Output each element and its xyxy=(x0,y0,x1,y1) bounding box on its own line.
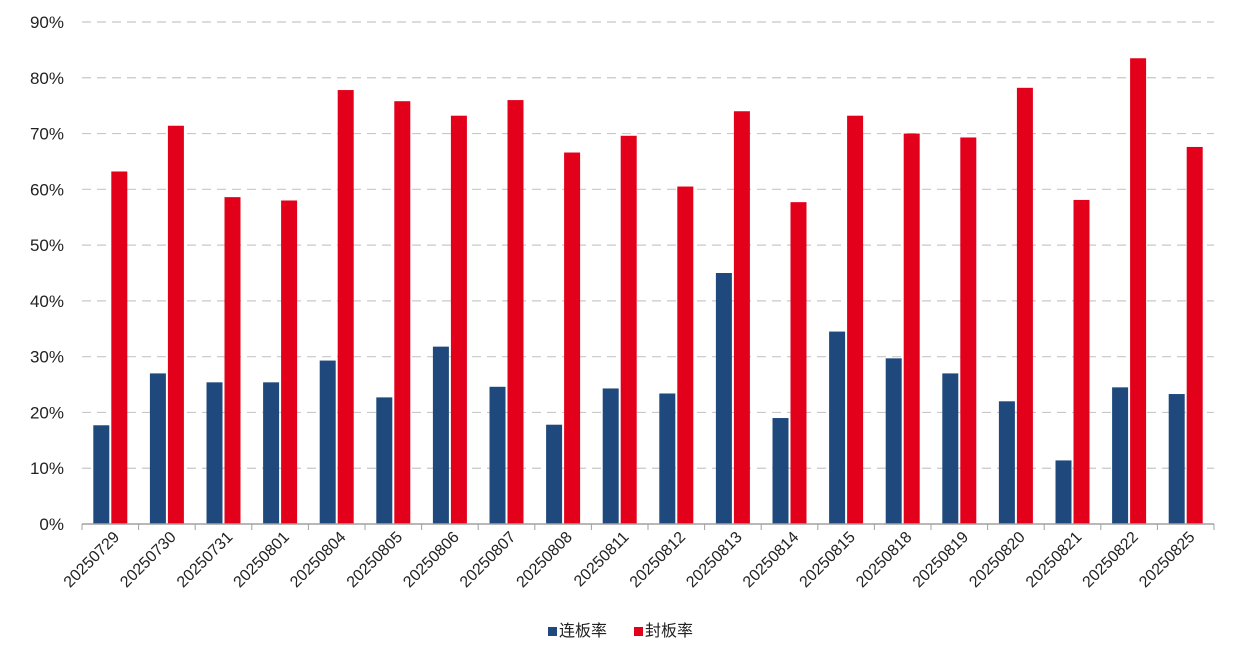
y-tick-label: 80% xyxy=(30,69,64,88)
x-tick-label: 20250820 xyxy=(966,529,1028,591)
bar-series-2 xyxy=(564,152,581,524)
x-tick-label: 20250801 xyxy=(231,529,293,591)
bar-series-2 xyxy=(167,125,184,524)
bar-series-2 xyxy=(281,200,298,524)
x-tick-label: 20250807 xyxy=(457,529,519,591)
y-tick-label: 60% xyxy=(30,180,64,199)
x-tick-label: 20250814 xyxy=(740,529,802,591)
x-tick-label: 20250818 xyxy=(853,529,915,591)
x-tick-label: 20250730 xyxy=(117,529,179,591)
bar-series-1 xyxy=(1112,387,1129,524)
x-tick-label: 20250811 xyxy=(571,529,633,591)
x-tick-label: 20250808 xyxy=(514,529,576,591)
x-tick-label: 20250822 xyxy=(1080,529,1142,591)
bar-series-2 xyxy=(960,137,977,524)
x-tick-label: 20250804 xyxy=(287,529,349,591)
bar-series-2 xyxy=(1186,146,1203,525)
bar-series-2 xyxy=(903,133,920,525)
bar-series-2 xyxy=(394,101,411,525)
bar-series-1 xyxy=(263,382,280,524)
x-tick-label: 20250813 xyxy=(683,529,745,591)
bar-series-1 xyxy=(942,373,959,524)
bar-series-1 xyxy=(998,401,1015,524)
bar-series-1 xyxy=(376,397,393,524)
y-tick-label: 50% xyxy=(30,236,64,255)
x-axis: 2025072920250730202507312025080120250804… xyxy=(61,523,1215,591)
y-tick-label: 30% xyxy=(30,348,64,367)
gridlines xyxy=(82,21,1214,469)
bar-series-2 xyxy=(337,90,354,524)
y-tick-label: 70% xyxy=(30,125,64,144)
legend-label: 封板率 xyxy=(645,621,693,640)
bar-series-1 xyxy=(489,386,506,524)
y-axis: 0% 10% 20% 30% 40% 50% 60% 70% 80% 90% xyxy=(30,13,64,534)
x-tick-label: 20250815 xyxy=(797,529,859,591)
x-tick-label: 20250812 xyxy=(627,529,689,591)
bars xyxy=(93,58,1203,525)
bar-series-1 xyxy=(149,373,166,524)
y-tick-label: 90% xyxy=(30,13,64,32)
x-tick-label: 20250825 xyxy=(1136,529,1198,591)
y-tick-label: 20% xyxy=(30,403,64,422)
legend: 连板率 封板率 xyxy=(548,621,693,640)
x-tick-label: 20250819 xyxy=(910,529,972,591)
bar-series-2 xyxy=(847,115,864,524)
bar-series-1 xyxy=(1168,394,1185,524)
bar-series-1 xyxy=(93,425,110,524)
bar-series-1 xyxy=(772,418,789,524)
bar-series-2 xyxy=(620,135,637,524)
bar-series-1 xyxy=(1055,460,1072,524)
bar-series-2 xyxy=(790,202,807,524)
bar-series-2 xyxy=(677,186,694,525)
legend-swatch xyxy=(634,627,643,636)
bar-series-2 xyxy=(1073,199,1090,525)
bar-series-2 xyxy=(224,197,241,525)
bar-series-1 xyxy=(715,273,732,524)
y-tick-label: 40% xyxy=(30,292,64,311)
bar-series-2 xyxy=(1016,87,1033,524)
bar-series-2 xyxy=(111,171,128,525)
x-tick-label: 20250806 xyxy=(400,529,462,591)
bar-series-1 xyxy=(602,388,619,524)
bar-series-1 xyxy=(546,424,563,524)
bar-series-2 xyxy=(450,115,467,524)
bar-series-2 xyxy=(1130,58,1147,524)
legend-label: 连板率 xyxy=(559,621,607,640)
bar-series-1 xyxy=(319,360,336,524)
bar-series-1 xyxy=(432,346,449,524)
y-tick-label: 10% xyxy=(30,459,64,478)
x-tick-label: 20250729 xyxy=(61,529,123,591)
x-tick-label: 20250805 xyxy=(344,529,406,591)
bar-series-1 xyxy=(659,393,676,524)
x-tick-label: 20250731 xyxy=(174,529,236,591)
bar-series-2 xyxy=(507,100,524,524)
legend-swatch xyxy=(548,627,557,636)
bar-series-1 xyxy=(885,358,902,524)
x-tick-label: 20250821 xyxy=(1023,529,1085,591)
bar-series-1 xyxy=(206,382,223,524)
y-tick-label: 0% xyxy=(39,515,64,534)
bar-series-2 xyxy=(733,111,750,524)
bar-series-1 xyxy=(829,331,846,524)
